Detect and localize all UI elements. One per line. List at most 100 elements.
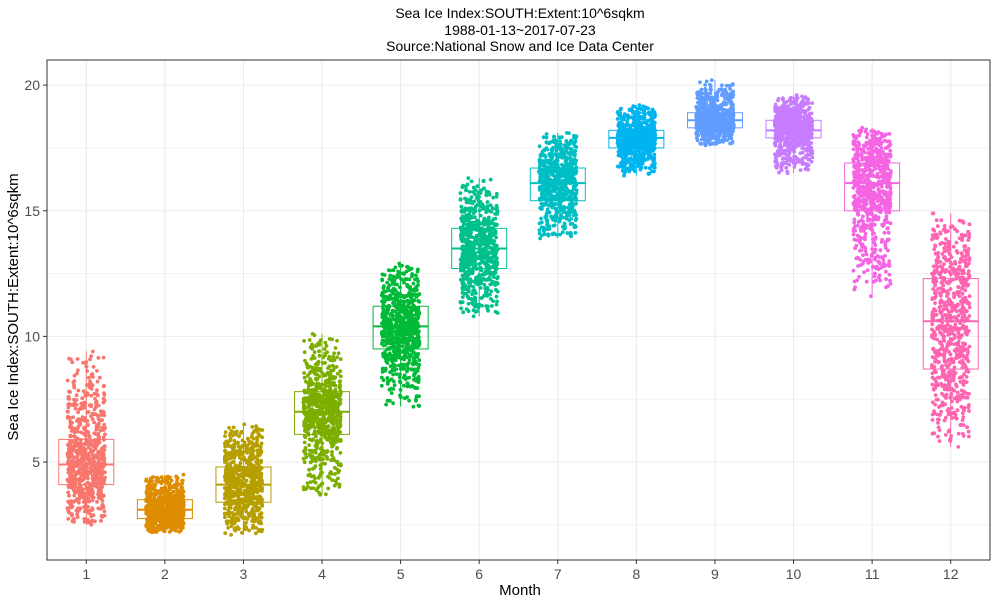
data-point xyxy=(181,502,186,507)
data-point xyxy=(229,533,234,537)
data-point xyxy=(317,454,322,459)
data-point xyxy=(224,489,229,494)
data-point xyxy=(65,451,70,456)
data-point xyxy=(239,457,244,462)
data-point xyxy=(337,401,341,406)
data-point xyxy=(569,138,574,143)
data-point xyxy=(224,519,229,524)
data-point xyxy=(302,419,307,424)
data-point xyxy=(493,230,497,235)
data-point xyxy=(394,313,399,318)
data-point xyxy=(70,420,74,425)
data-point xyxy=(398,285,402,290)
data-point xyxy=(245,450,250,455)
data-point xyxy=(148,523,153,528)
data-point xyxy=(560,207,565,211)
data-point xyxy=(382,339,387,343)
data-point xyxy=(171,489,176,494)
data-point xyxy=(460,295,465,299)
data-point xyxy=(401,294,405,298)
data-point xyxy=(405,265,409,269)
data-point xyxy=(305,365,310,370)
points-layer xyxy=(65,78,972,537)
data-point xyxy=(539,220,544,225)
data-point xyxy=(484,269,488,273)
data-point xyxy=(405,315,409,320)
data-point xyxy=(458,191,463,196)
data-point xyxy=(236,474,241,478)
data-point xyxy=(401,299,405,304)
data-point xyxy=(302,339,306,343)
data-point xyxy=(572,176,576,181)
data-point xyxy=(547,190,552,195)
data-point xyxy=(543,190,548,194)
data-point xyxy=(150,475,155,480)
data-point xyxy=(380,315,385,320)
data-point xyxy=(470,292,475,297)
data-point xyxy=(87,433,92,438)
data-point xyxy=(485,306,490,311)
data-point xyxy=(411,316,416,321)
data-point xyxy=(563,159,568,164)
data-point xyxy=(160,504,165,509)
data-point xyxy=(222,506,227,511)
data-point xyxy=(69,505,74,510)
data-point xyxy=(541,135,546,140)
data-point xyxy=(100,471,105,475)
data-point xyxy=(552,174,557,178)
data-point xyxy=(69,485,74,490)
data-point xyxy=(491,195,496,200)
data-point xyxy=(242,474,246,479)
data-point xyxy=(229,429,234,433)
data-point xyxy=(259,449,264,454)
data-point xyxy=(95,499,99,504)
data-point xyxy=(542,227,546,232)
data-point xyxy=(477,250,481,254)
data-point xyxy=(573,144,577,149)
data-point xyxy=(566,141,570,146)
data-point xyxy=(69,499,73,503)
data-point xyxy=(81,389,86,393)
data-point xyxy=(310,342,314,347)
data-point xyxy=(91,479,96,484)
data-point xyxy=(252,496,256,500)
data-point xyxy=(319,401,323,405)
data-point xyxy=(103,475,107,480)
data-point xyxy=(415,321,420,325)
data-point xyxy=(414,397,418,402)
data-point xyxy=(181,525,185,530)
data-point xyxy=(485,238,490,243)
data-point xyxy=(101,428,106,432)
data-point xyxy=(573,218,578,223)
data-point xyxy=(317,404,322,409)
data-point xyxy=(93,396,97,401)
data-point xyxy=(558,147,563,152)
data-point xyxy=(461,262,465,267)
data-point xyxy=(460,234,465,239)
data-point xyxy=(415,312,419,317)
data-point xyxy=(460,273,465,278)
data-point xyxy=(557,177,561,182)
data-point xyxy=(322,453,326,457)
data-point xyxy=(101,454,106,459)
data-point xyxy=(159,511,164,516)
data-point xyxy=(338,384,342,389)
data-point xyxy=(86,430,91,435)
data-point xyxy=(258,471,262,475)
data-point xyxy=(160,515,165,520)
data-point xyxy=(244,527,249,531)
data-point xyxy=(466,301,471,306)
data-point xyxy=(89,404,94,409)
data-point xyxy=(487,233,492,238)
data-point xyxy=(380,277,384,282)
data-point xyxy=(545,202,550,207)
data-point xyxy=(256,508,261,513)
data-point xyxy=(77,460,82,464)
data-point xyxy=(157,525,162,530)
data-point xyxy=(465,256,470,260)
data-point xyxy=(338,462,343,466)
data-point xyxy=(155,517,160,522)
data-point xyxy=(538,177,543,182)
data-point xyxy=(323,379,328,383)
data-point xyxy=(416,267,420,272)
